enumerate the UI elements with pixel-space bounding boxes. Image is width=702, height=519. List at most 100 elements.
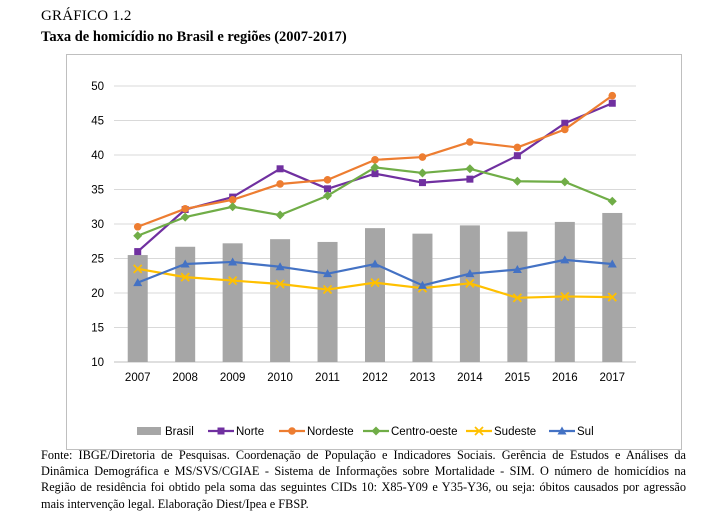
y-tick-label: 30 bbox=[91, 219, 104, 231]
point-sudeste bbox=[227, 275, 238, 286]
y-tick-label: 45 bbox=[91, 116, 104, 128]
legend-label: Centro-oeste bbox=[391, 426, 457, 438]
point-nordeste bbox=[513, 143, 522, 152]
point-sudeste bbox=[322, 284, 333, 295]
point-centro-oeste bbox=[417, 168, 427, 178]
bar-brasil bbox=[365, 228, 385, 362]
point-sul bbox=[228, 257, 238, 266]
point-nordeste bbox=[466, 138, 474, 146]
point-centro-oeste bbox=[180, 212, 190, 222]
legend-item-norte: Norte bbox=[208, 426, 264, 438]
point-nordeste bbox=[418, 153, 427, 161]
x-tick-label: 2017 bbox=[599, 372, 625, 384]
point-sudeste bbox=[370, 278, 380, 288]
legend-marker bbox=[288, 427, 296, 435]
bar-brasil bbox=[602, 212, 623, 362]
chart-frame bbox=[66, 54, 682, 450]
point-norte bbox=[134, 248, 142, 256]
point-centro-oeste bbox=[465, 164, 475, 174]
legend-label: Brasil bbox=[165, 426, 194, 438]
point-sul bbox=[417, 280, 427, 289]
point-nordeste bbox=[228, 196, 237, 204]
source-note: Fonte: IBGE/Diretoria de Pesquisas. Coor… bbox=[41, 448, 686, 511]
series-centro-oeste bbox=[133, 162, 617, 241]
point-sudeste bbox=[133, 264, 143, 274]
x-tick-label: 2016 bbox=[552, 372, 578, 384]
point-sudeste bbox=[465, 278, 475, 288]
point-sul bbox=[560, 255, 570, 264]
x-tick-label: 2013 bbox=[410, 372, 436, 384]
x-tick-label: 2010 bbox=[267, 372, 293, 384]
point-sul bbox=[180, 259, 190, 268]
point-norte bbox=[466, 175, 474, 183]
legend-label: Nordeste bbox=[307, 426, 354, 438]
x-tick-label: 2009 bbox=[220, 372, 246, 384]
x-tick-label: 2012 bbox=[362, 372, 388, 384]
point-sul bbox=[370, 259, 380, 268]
series-brasil bbox=[127, 212, 623, 362]
point-nordeste bbox=[608, 91, 617, 100]
y-tick-label: 25 bbox=[91, 254, 104, 266]
x-tick-label: 2008 bbox=[172, 372, 198, 384]
series-sudeste bbox=[133, 264, 617, 303]
point-sul bbox=[465, 269, 475, 278]
bar-brasil bbox=[317, 241, 338, 362]
bar-brasil bbox=[222, 243, 243, 362]
line-centro-oeste bbox=[137, 166, 613, 237]
point-norte bbox=[608, 99, 616, 107]
point-sudeste bbox=[275, 279, 285, 289]
chart-title: Taxa de homicídio no Brasil e regiões (2… bbox=[41, 29, 347, 45]
legend-marker bbox=[217, 427, 225, 435]
point-sudeste bbox=[607, 292, 617, 302]
legend-item-nordeste: Nordeste bbox=[279, 426, 354, 438]
x-tick-label: 2011 bbox=[315, 372, 340, 384]
point-centro-oeste bbox=[607, 196, 617, 206]
point-norte bbox=[513, 152, 521, 160]
point-sul bbox=[323, 269, 333, 278]
point-norte bbox=[276, 165, 284, 173]
legend-item-sul: Sul bbox=[549, 426, 594, 438]
legend-label: Sudeste bbox=[494, 426, 536, 438]
figure-label: GRÁFICO 1.2 bbox=[41, 8, 132, 24]
point-norte bbox=[371, 170, 379, 178]
bar-brasil bbox=[459, 225, 480, 362]
y-tick-label: 35 bbox=[91, 185, 104, 197]
point-nordeste bbox=[133, 222, 142, 231]
legend-marker bbox=[557, 426, 567, 435]
y-tick-label: 10 bbox=[91, 357, 104, 369]
legend-item-sudeste: Sudeste bbox=[466, 426, 536, 438]
legend-marker bbox=[474, 426, 484, 436]
series-sul bbox=[133, 255, 617, 289]
legend-marker bbox=[371, 426, 381, 436]
point-sudeste bbox=[560, 291, 570, 302]
point-nordeste bbox=[371, 156, 379, 164]
point-nordeste bbox=[181, 205, 189, 213]
x-tick-label: 2007 bbox=[125, 372, 151, 384]
point-centro-oeste bbox=[275, 210, 285, 220]
legend-item-brasil: Brasil bbox=[137, 426, 194, 438]
y-tick-label: 15 bbox=[91, 323, 104, 335]
legend-label: Sul bbox=[577, 426, 594, 438]
point-sul bbox=[275, 262, 285, 271]
legend-item-centro-oeste: Centro-oeste bbox=[363, 426, 457, 438]
legend-label: Norte bbox=[236, 426, 264, 438]
point-norte bbox=[561, 119, 569, 127]
point-centro-oeste bbox=[133, 231, 143, 241]
point-sudeste bbox=[180, 272, 190, 282]
point-sudeste bbox=[512, 293, 523, 303]
point-centro-oeste bbox=[370, 162, 380, 172]
point-centro-oeste bbox=[228, 202, 238, 212]
series-nordeste bbox=[133, 91, 617, 231]
legend-swatch bbox=[137, 427, 161, 435]
point-centro-oeste bbox=[560, 177, 570, 187]
point-norte bbox=[418, 179, 426, 187]
legend: Brasil Norte Nordeste Centro-oeste Sudeste Su… bbox=[137, 426, 594, 438]
y-tick-label: 40 bbox=[91, 150, 104, 162]
x-tick-label: 2014 bbox=[457, 372, 483, 384]
x-tick-label: 2015 bbox=[505, 372, 531, 384]
point-nordeste bbox=[276, 180, 284, 188]
point-sul bbox=[607, 259, 617, 268]
bar-brasil bbox=[554, 221, 575, 362]
bar-brasil bbox=[270, 239, 291, 362]
